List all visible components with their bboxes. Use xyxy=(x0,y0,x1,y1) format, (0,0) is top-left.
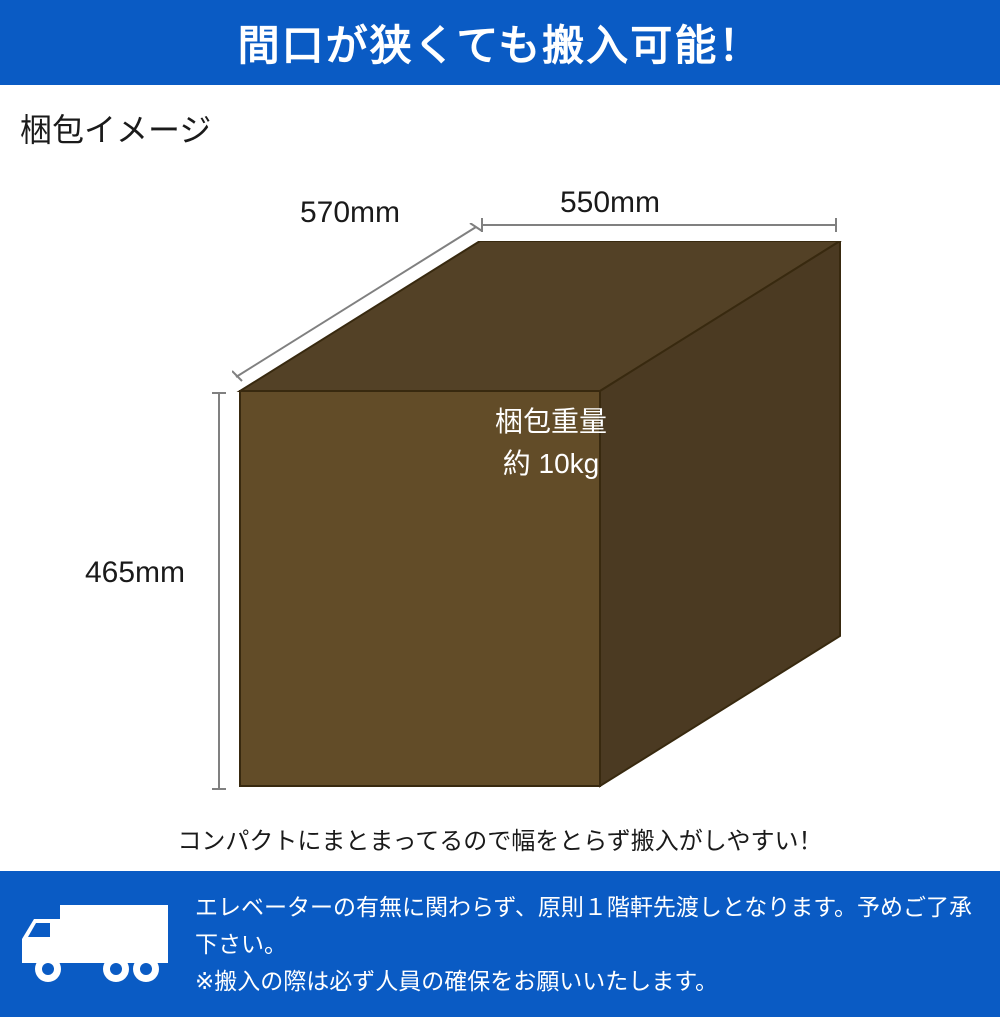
box-shape xyxy=(200,241,860,801)
weight-label: 梱包重量 xyxy=(495,406,607,437)
truck-icon xyxy=(20,897,170,992)
dim-depth-label: 570mm xyxy=(300,196,400,230)
weight-text: 梱包重量 約 10kg xyxy=(495,401,607,485)
dim-width-label: 550mm xyxy=(560,186,660,220)
dim-height-label: 465mm xyxy=(85,556,185,590)
caption: コンパクトにまとまってるので幅をとらず搬入がしやすい！ xyxy=(0,811,1000,871)
subtitle: 梱包イメージ xyxy=(0,85,1000,161)
box-diagram: 550mm 570mm 465mm 梱包重量 約 10kg xyxy=(0,161,1000,811)
header-banner: 間口が狭くても搬入可能！ xyxy=(0,0,1000,85)
weight-value: 約 10kg xyxy=(503,448,600,479)
header-title: 間口が狭くても搬入可能！ xyxy=(238,22,763,69)
footer-banner: エレベーターの有無に関わらず、原則１階軒先渡しとなります。予めご了承下さい。※搬… xyxy=(0,871,1000,1017)
footer-text: エレベーターの有無に関わらず、原則１階軒先渡しとなります。予めご了承下さい。※搬… xyxy=(195,889,980,999)
